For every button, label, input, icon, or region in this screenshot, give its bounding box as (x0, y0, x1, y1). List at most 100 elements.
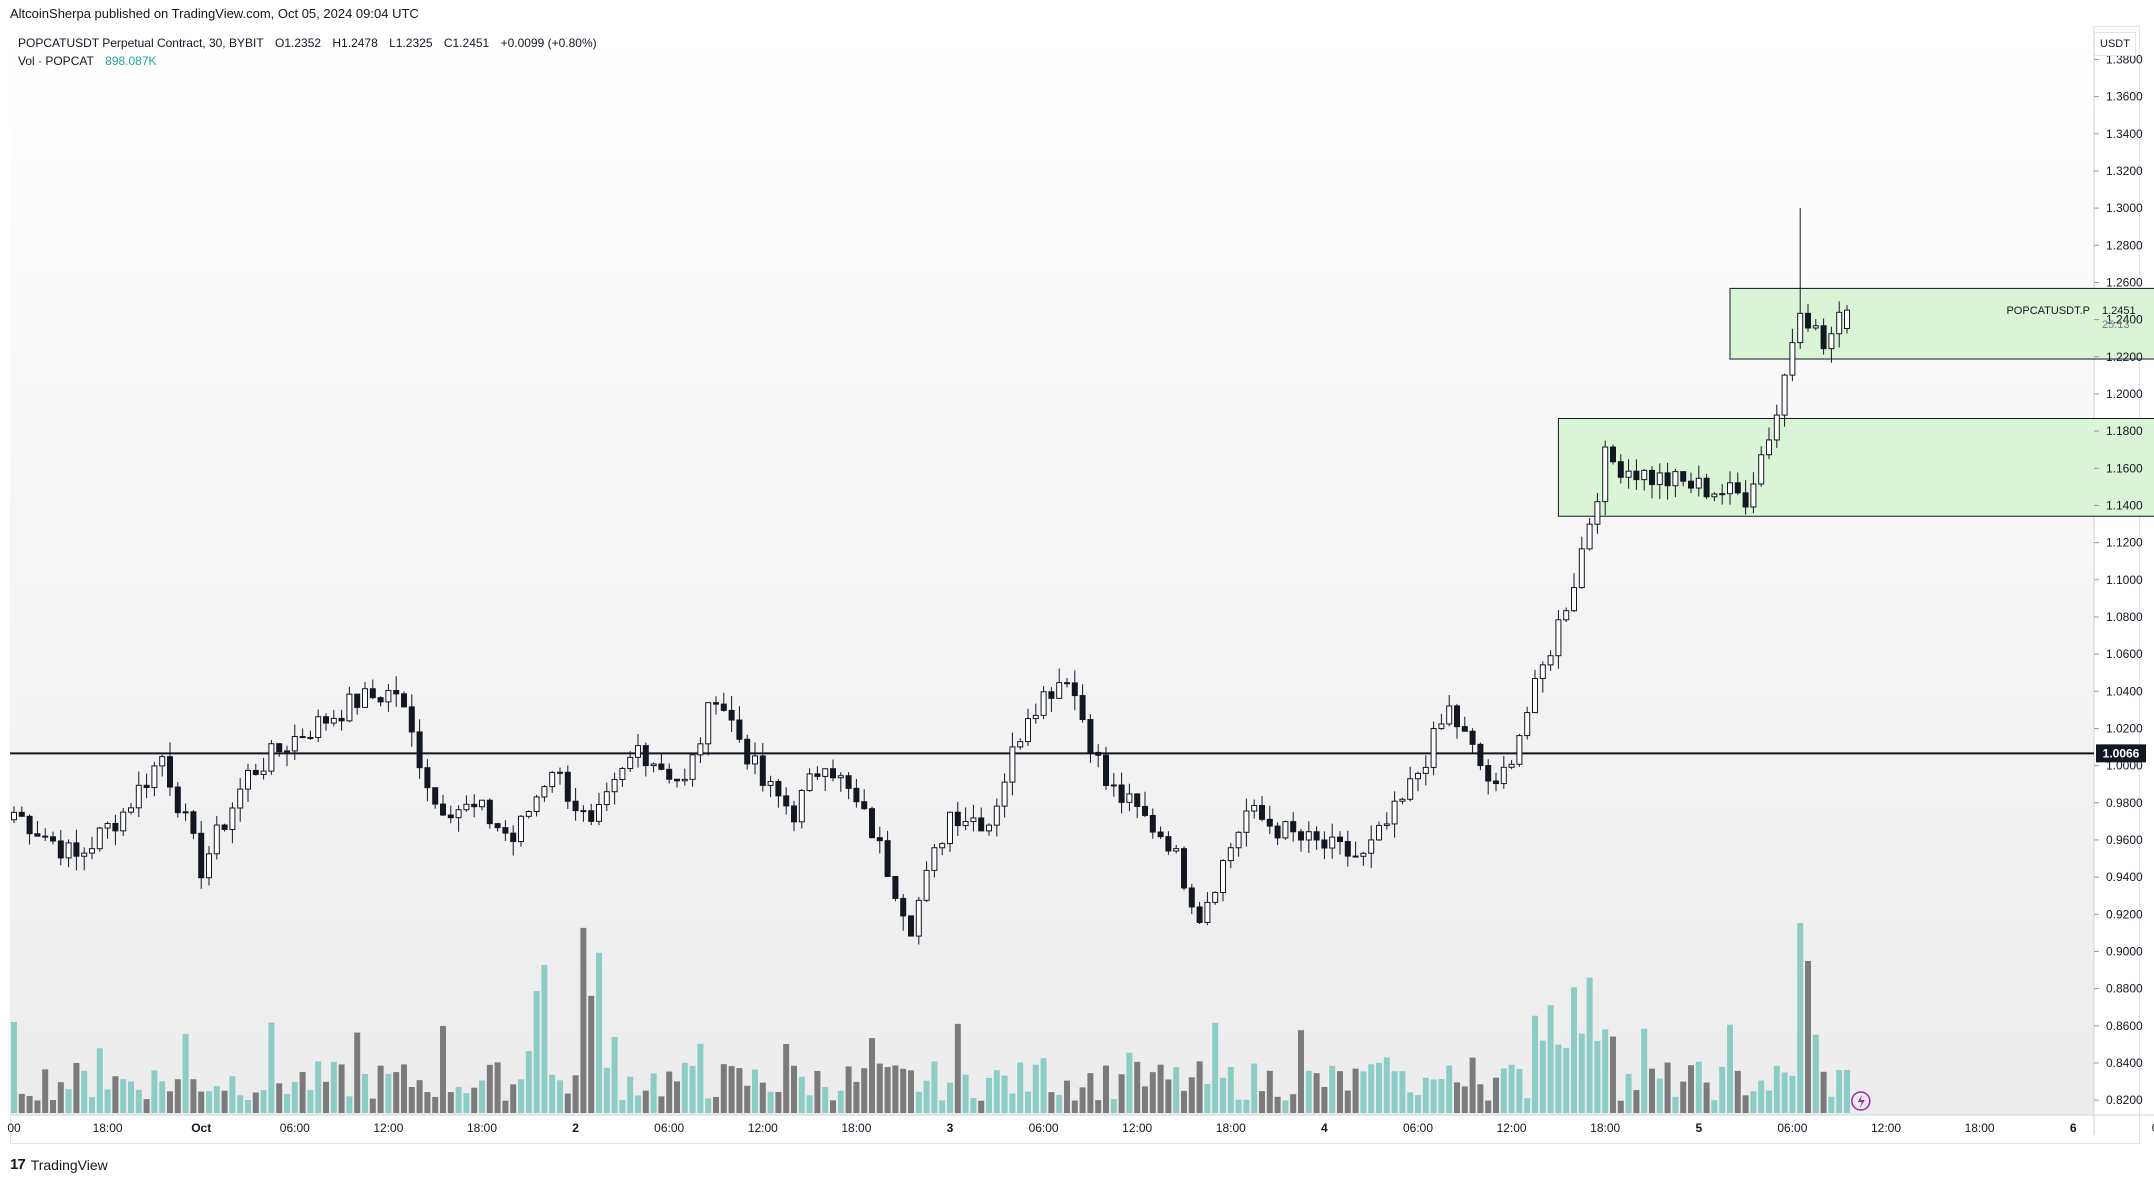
time-tick-label: 4 (1321, 1121, 1328, 1135)
volume-bar (1110, 1099, 1117, 1113)
volume-bar (978, 1100, 985, 1113)
volume-bar (1399, 1071, 1406, 1113)
chart-background (10, 26, 2094, 1115)
volume-bar (603, 1067, 610, 1113)
candle-body (385, 689, 392, 703)
volume-bar (642, 1090, 649, 1113)
volume-bar (798, 1076, 805, 1113)
volume-bar (1493, 1077, 1499, 1113)
candle-body (432, 787, 439, 805)
candle-body (260, 770, 267, 775)
volume-bar (1438, 1079, 1445, 1113)
volume-bar (1508, 1064, 1515, 1113)
candle-body (1485, 765, 1492, 782)
volume-bar (346, 1096, 353, 1113)
volume-bar (783, 1043, 790, 1113)
volume-bar (1563, 1047, 1570, 1113)
symbol-tag-label: POPCATUSDT.P (2006, 305, 2090, 317)
time-tick-label: 06:00 (280, 1121, 310, 1135)
candle-body (1001, 781, 1008, 807)
volume-bar (11, 1022, 17, 1113)
volume-bar (1532, 1015, 1538, 1113)
price-tick-label: 0.9800 (2106, 796, 2143, 810)
volume-bar (1617, 1100, 1624, 1113)
volume-bar (1695, 1061, 1702, 1113)
volume-bar (1680, 1081, 1687, 1113)
volume-bar (455, 1086, 462, 1113)
volume-bar (1368, 1064, 1375, 1113)
candle-body (252, 769, 259, 775)
candle-body (720, 703, 727, 711)
candle-body (494, 823, 501, 829)
volume-bar (424, 1092, 431, 1113)
candle-body (369, 688, 376, 699)
candle-body (580, 810, 587, 813)
volume-bar (1586, 977, 1593, 1113)
volume-bar (1805, 961, 1811, 1113)
time-tick-label: 00 (7, 1121, 21, 1135)
candle-body (892, 875, 899, 899)
candle-body (1305, 831, 1312, 841)
time-tick-label: 18:00 (1590, 1121, 1620, 1135)
candle-body (1032, 714, 1039, 720)
volume-bar (1360, 1071, 1367, 1113)
candle-body (1664, 472, 1671, 487)
volume-bar (1391, 1071, 1398, 1113)
volume-bar (1188, 1077, 1195, 1113)
candle-body (1719, 493, 1726, 496)
candle-body (993, 805, 1000, 826)
price-tick-label: 1.1200 (2106, 536, 2143, 550)
candle-body (884, 840, 891, 877)
candle-body (1789, 342, 1796, 376)
candle-body (1040, 691, 1047, 716)
candle-body (915, 899, 922, 937)
volume-bar (853, 1081, 860, 1113)
volume-bar (1758, 1080, 1765, 1113)
candle-body (1547, 655, 1554, 666)
volume-bar (18, 1093, 25, 1113)
volume-bar (541, 964, 548, 1113)
candle-body (1259, 805, 1265, 820)
candle-body (315, 716, 322, 738)
volume-bar (674, 1081, 680, 1113)
volume-bar (260, 1090, 267, 1113)
candle-body (362, 688, 368, 708)
volume-bar (96, 1048, 103, 1113)
volume-bar (658, 1096, 665, 1113)
candle-body (237, 788, 244, 809)
volume-bar (1134, 1061, 1141, 1113)
volume-bar (408, 1087, 415, 1113)
legend-symbol[interactable]: POPCATUSDT Perpetual Contract, 30, BYBIT (18, 36, 264, 50)
time-tick-label: 18:00 (467, 1121, 497, 1135)
volume-bar (354, 1032, 361, 1113)
time-tick-label: 18:00 (1216, 1121, 1246, 1135)
countdown-label: 25:13 (2102, 319, 2130, 331)
volume-bar (151, 1070, 158, 1113)
volume-bar (1025, 1091, 1031, 1113)
candle-body (1656, 472, 1663, 486)
price-tick-label: 1.3600 (2106, 90, 2143, 104)
candle-body (869, 808, 875, 839)
tradingview-logo-icon[interactable]: 17 (10, 1156, 26, 1173)
volume-bar (1500, 1068, 1507, 1113)
volume-bar (1001, 1075, 1008, 1113)
volume-bar (1571, 987, 1577, 1113)
candle-body (557, 771, 563, 774)
volume-bar (720, 1064, 727, 1113)
footer-brand[interactable]: TradingView (30, 1156, 108, 1173)
candle-body (291, 736, 298, 752)
currency-badge[interactable]: USDT (2094, 32, 2136, 56)
time-tick-label: 12:00 (1122, 1121, 1152, 1135)
volume-bar (112, 1076, 119, 1113)
candle-body (1454, 705, 1460, 728)
candle-body (245, 769, 251, 790)
candle-body (705, 702, 712, 745)
demand-zone-1 (1557, 417, 2154, 517)
candle-body (798, 790, 805, 823)
legend-volume-label[interactable]: Vol · POPCAT (18, 54, 94, 68)
volume-bar (276, 1083, 283, 1113)
candle-body (268, 743, 275, 772)
volume-bar (830, 1100, 836, 1113)
candle-body (744, 738, 751, 765)
